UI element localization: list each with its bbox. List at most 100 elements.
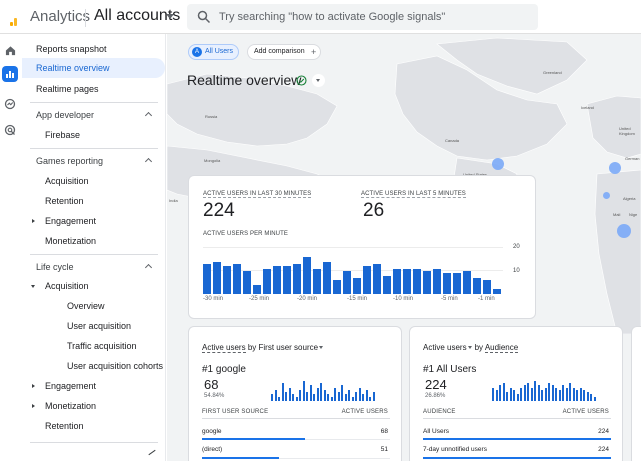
column-header-metric[interactable]: ACTIVE USERS	[341, 409, 388, 415]
top-bar: Analytics All accounts Try searching "ho…	[0, 0, 641, 34]
map-activity-dot[interactable]	[609, 162, 621, 174]
sparkline-bar	[271, 394, 273, 401]
chart-bar[interactable]	[383, 275, 391, 294]
chart-bar[interactable]	[423, 271, 431, 294]
advertising-icon[interactable]	[2, 122, 18, 138]
chart-bar[interactable]	[273, 266, 281, 294]
chart-bar[interactable]	[343, 271, 351, 294]
chart-bar[interactable]	[393, 268, 401, 294]
chart-bar[interactable]	[333, 280, 341, 294]
dimension-selector[interactable]: Audience	[484, 343, 519, 353]
chart-bar[interactable]	[463, 271, 471, 294]
chart-bar[interactable]	[313, 268, 321, 294]
chart-bar[interactable]	[223, 266, 231, 294]
nav-section-life-cycle[interactable]: Life cycle	[22, 257, 165, 277]
column-header-dimension[interactable]: FIRST USER SOURCE	[202, 409, 269, 415]
chip-badge: A	[192, 47, 202, 57]
nav-firebase[interactable]: Firebase	[22, 125, 165, 145]
nav-label: Monetization	[45, 401, 97, 411]
title-dropdown-button[interactable]	[312, 74, 325, 87]
chart-bar[interactable]	[243, 271, 251, 294]
sparkline-bar	[320, 383, 322, 401]
chart-bar[interactable]	[433, 268, 441, 294]
column-header-dimension[interactable]: AUDIENCE	[423, 409, 456, 415]
chart-bar[interactable]	[213, 261, 221, 294]
sparkline-bar	[362, 394, 364, 401]
column-header-metric[interactable]: ACTIVE USERS	[562, 409, 609, 415]
card-title: Active users by Audience	[423, 343, 519, 353]
map-activity-dot[interactable]	[492, 158, 504, 170]
chart-bar[interactable]	[263, 268, 271, 294]
account-selector[interactable]: All accounts	[94, 7, 181, 24]
chart-bar[interactable]	[283, 266, 291, 294]
sparkline-bar	[299, 389, 301, 401]
active-users-per-minute-chart[interactable]	[203, 247, 517, 294]
nav-section-app-developer[interactable]: App developer	[22, 105, 165, 125]
chart-bar[interactable]	[353, 277, 361, 294]
chart-bar[interactable]	[253, 284, 261, 294]
table-row-value: 68	[380, 428, 388, 435]
chart-bar[interactable]	[293, 264, 301, 294]
chart-bar[interactable]	[493, 289, 501, 294]
account-dropdown-icon[interactable]	[166, 14, 174, 19]
home-icon[interactable]	[2, 42, 18, 58]
chart-bar[interactable]	[473, 277, 481, 294]
nav-label: Realtime pages	[36, 84, 99, 94]
metric-selector[interactable]: Active users	[423, 343, 467, 352]
nav-lifecycle-acquisition[interactable]: Acquisition	[22, 276, 165, 296]
chart-bar[interactable]	[323, 261, 331, 294]
map-activity-dot[interactable]	[603, 192, 610, 199]
map-label-mali: Mali	[613, 212, 621, 217]
top-item-sparkline	[492, 379, 600, 401]
label-active-users-30-min[interactable]: ACTIVE USERS IN LAST 30 MINUTES	[203, 191, 312, 198]
nav-user-acquisition-cohorts[interactable]: User acquisition cohorts	[22, 356, 165, 376]
nav-section-games-reporting[interactable]: Games reporting	[22, 151, 165, 171]
nav-games-monetization[interactable]: Monetization	[22, 231, 165, 251]
nav-divider	[30, 148, 158, 149]
reports-icon[interactable]	[2, 66, 18, 82]
search-bar[interactable]: Try searching "how to activate Google si…	[187, 4, 538, 30]
nav-lifecycle-engagement[interactable]: Engagement	[22, 376, 165, 396]
chart-bar[interactable]	[403, 268, 411, 294]
comparison-chip-all-users[interactable]: A All Users	[188, 44, 239, 60]
chart-bar[interactable]	[363, 266, 371, 294]
x-tick-label: -30 min	[203, 296, 224, 302]
nav-reports-snapshot[interactable]: Reports snapshot	[22, 39, 165, 59]
nav-games-engagement[interactable]: Engagement	[22, 211, 165, 231]
table-row-name[interactable]: (direct)	[202, 446, 223, 453]
chart-bar[interactable]	[453, 273, 461, 294]
explore-icon[interactable]	[2, 96, 18, 112]
nav-user-acquisition[interactable]: User acquisition	[22, 316, 165, 336]
map-label-greenland: Greenland	[543, 70, 562, 75]
nav-realtime-overview[interactable]: Realtime overview	[22, 58, 165, 78]
dropdown-icon[interactable]	[319, 345, 324, 349]
dimension-selector[interactable]: First user source	[258, 343, 319, 352]
nav-overview[interactable]: Overview	[22, 296, 165, 316]
chart-bar[interactable]	[233, 264, 241, 294]
nav-traffic-acquisition[interactable]: Traffic acquisition	[22, 336, 165, 356]
table-row-name[interactable]: 7-day unnotified users	[423, 446, 487, 453]
search-input[interactable]: Try searching "how to activate Google si…	[219, 11, 446, 23]
sparkline-bar	[341, 385, 343, 401]
chart-bar[interactable]	[303, 257, 311, 294]
map-activity-dot[interactable]	[617, 224, 631, 238]
chart-bar[interactable]	[203, 264, 211, 294]
add-comparison-button[interactable]: Add comparison +	[247, 44, 321, 60]
chart-bar[interactable]	[373, 264, 381, 294]
dropdown-icon[interactable]	[467, 345, 472, 349]
sparkline-bar	[372, 392, 375, 401]
nav-realtime-pages[interactable]: Realtime pages	[22, 79, 165, 99]
nav-games-acquisition[interactable]: Acquisition	[22, 171, 165, 191]
analytics-logo-icon[interactable]	[10, 12, 20, 26]
chart-bar[interactable]	[443, 273, 451, 294]
table-row-name[interactable]: google	[202, 428, 222, 435]
nav-games-retention[interactable]: Retention	[22, 191, 165, 211]
table-row-name[interactable]: All Users	[423, 428, 450, 435]
metric-selector[interactable]: Active users	[202, 343, 246, 353]
label-active-users-5-min[interactable]: ACTIVE USERS IN LAST 5 MINUTES	[361, 191, 466, 198]
nav-lifecycle-monetization[interactable]: Monetization	[22, 396, 165, 416]
nav-lifecycle-retention[interactable]: Retention	[22, 416, 165, 436]
chart-bar[interactable]	[413, 268, 421, 294]
chart-bar[interactable]	[483, 280, 491, 294]
nav-label: User acquisition cohorts	[67, 361, 164, 371]
